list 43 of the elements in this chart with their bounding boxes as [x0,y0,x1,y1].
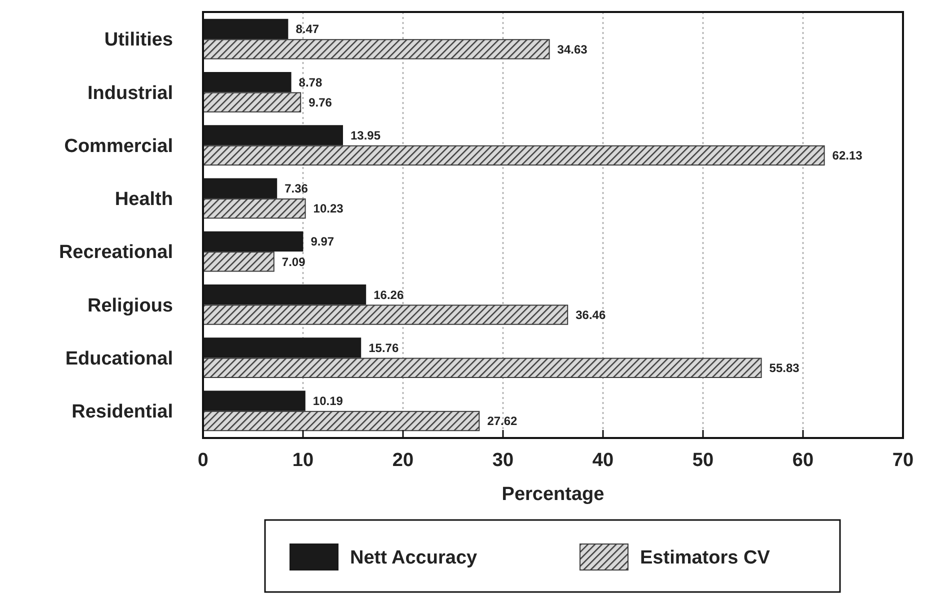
data-label: 9.97 [310,234,334,249]
x-tick-label: 50 [692,450,714,471]
data-label: 62.13 [832,148,863,163]
data-label: 15.76 [368,340,399,355]
bar [202,304,568,325]
data-label: 16.26 [374,288,404,302]
y-tick-label: Utilities [104,30,173,51]
x-tick-label: 70 [892,450,914,471]
bar [202,358,762,378]
y-tick-label: Commercial [64,136,173,157]
y-tick-label: Residential [72,402,173,423]
x-tick-label: 10 [292,450,314,471]
x-axis-title: Percentage [502,484,604,505]
data-label: 34.63 [557,42,588,56]
bar [202,92,302,112]
bar [202,410,480,432]
y-tick-label: Educational [65,348,173,370]
data-label: 7.09 [282,254,306,269]
data-label: 9.76 [308,96,332,110]
x-tick-label: 30 [492,450,514,471]
bar [202,252,274,272]
data-label: 27.62 [487,414,518,428]
data-label: 10.19 [312,394,344,408]
data-label: 7.36 [284,182,308,196]
y-tick-label: Industrial [87,82,173,104]
bar [202,198,306,219]
legend-label: Estimators CV [640,548,770,569]
data-label: 8.78 [298,75,322,90]
legend-label: Nett Accuracy [350,548,478,569]
x-tick-label: 40 [592,450,614,471]
y-tick-label: Health [114,189,173,210]
data-label: 36.46 [576,308,606,322]
x-tick-label: 20 [392,450,414,471]
x-tick-label: 0 [198,450,208,471]
data-label: 55.83 [769,361,800,376]
data-label: 10.23 [313,202,344,216]
bar [202,39,550,60]
data-label: 8.47 [296,22,320,36]
data-label: 13.95 [350,128,381,142]
bar [202,145,825,166]
x-tick-label: 60 [792,450,814,471]
y-tick-label: Recreational [58,242,173,264]
y-tick-label: Religious [87,295,173,316]
